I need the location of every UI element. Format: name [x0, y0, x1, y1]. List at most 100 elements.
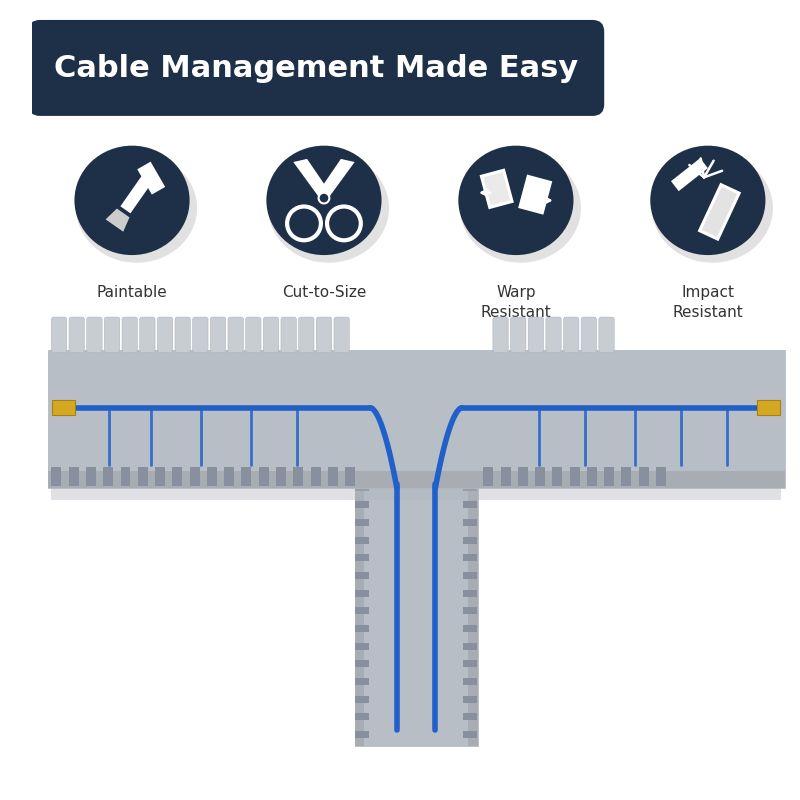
Bar: [463, 484, 477, 490]
Bar: [355, 660, 370, 667]
Bar: [345, 466, 355, 486]
Bar: [172, 466, 182, 486]
Bar: [355, 625, 370, 632]
Bar: [463, 572, 477, 579]
Bar: [622, 466, 631, 486]
FancyBboxPatch shape: [563, 317, 579, 352]
Bar: [355, 714, 370, 720]
Bar: [355, 430, 370, 438]
Circle shape: [318, 193, 330, 203]
Bar: [276, 466, 286, 486]
Bar: [355, 731, 370, 738]
FancyBboxPatch shape: [246, 317, 261, 352]
FancyBboxPatch shape: [316, 317, 332, 352]
Bar: [355, 607, 370, 614]
Bar: [224, 466, 234, 486]
Bar: [47, 471, 785, 488]
Bar: [463, 714, 477, 720]
Bar: [355, 642, 370, 650]
Bar: [207, 466, 217, 486]
FancyBboxPatch shape: [281, 317, 296, 352]
Bar: [463, 502, 477, 508]
Bar: [463, 660, 477, 667]
Bar: [355, 395, 370, 402]
Bar: [463, 360, 477, 367]
Bar: [364, 350, 468, 746]
Ellipse shape: [652, 154, 773, 262]
FancyBboxPatch shape: [510, 317, 526, 352]
FancyBboxPatch shape: [581, 317, 597, 352]
Polygon shape: [702, 186, 737, 237]
Bar: [355, 378, 370, 385]
Text: Impact
Resistant: Impact Resistant: [673, 285, 743, 320]
Bar: [355, 696, 370, 702]
FancyBboxPatch shape: [140, 317, 155, 352]
Bar: [51, 466, 62, 486]
Bar: [354, 350, 364, 746]
FancyBboxPatch shape: [51, 317, 66, 352]
Bar: [604, 466, 614, 486]
Bar: [103, 466, 114, 486]
Bar: [638, 466, 649, 486]
Ellipse shape: [74, 146, 190, 255]
FancyBboxPatch shape: [158, 317, 173, 352]
FancyBboxPatch shape: [493, 317, 508, 352]
Bar: [463, 607, 477, 614]
Bar: [463, 378, 477, 385]
Bar: [155, 466, 165, 486]
FancyBboxPatch shape: [210, 317, 226, 352]
FancyBboxPatch shape: [334, 317, 350, 352]
Bar: [355, 502, 370, 508]
Polygon shape: [106, 209, 130, 232]
Bar: [355, 519, 370, 526]
Bar: [69, 466, 78, 486]
Ellipse shape: [266, 146, 382, 255]
FancyBboxPatch shape: [228, 317, 243, 352]
Polygon shape: [671, 158, 708, 191]
Bar: [355, 448, 370, 455]
Ellipse shape: [76, 154, 197, 262]
Polygon shape: [698, 182, 741, 241]
FancyBboxPatch shape: [104, 317, 120, 352]
Bar: [294, 466, 303, 486]
Bar: [552, 466, 562, 486]
Polygon shape: [120, 170, 155, 214]
Text: Cut-to-Size: Cut-to-Size: [282, 285, 366, 300]
Bar: [587, 466, 597, 486]
Text: Paintable: Paintable: [97, 285, 167, 300]
Bar: [355, 537, 370, 543]
Bar: [355, 572, 370, 579]
Text: Warp
Resistant: Warp Resistant: [481, 285, 551, 320]
Bar: [518, 466, 528, 486]
Polygon shape: [294, 159, 330, 199]
FancyBboxPatch shape: [28, 20, 604, 116]
Bar: [656, 466, 666, 486]
Bar: [138, 466, 148, 486]
Bar: [463, 696, 477, 702]
Bar: [355, 413, 370, 420]
Bar: [463, 519, 477, 526]
Bar: [463, 590, 477, 597]
FancyBboxPatch shape: [599, 317, 614, 352]
Bar: [32, 300, 800, 784]
Bar: [468, 350, 478, 746]
Bar: [463, 678, 477, 685]
Bar: [463, 413, 477, 420]
Ellipse shape: [650, 146, 766, 255]
Bar: [483, 466, 494, 486]
Text: Cable Management Made Easy: Cable Management Made Easy: [54, 54, 578, 83]
Bar: [355, 678, 370, 685]
Polygon shape: [318, 159, 354, 199]
Bar: [355, 360, 370, 367]
Bar: [86, 466, 96, 486]
Polygon shape: [518, 174, 552, 214]
Bar: [463, 642, 477, 650]
Bar: [47, 350, 785, 471]
Bar: [258, 466, 269, 486]
Bar: [570, 466, 580, 486]
FancyBboxPatch shape: [546, 317, 562, 352]
Bar: [310, 466, 321, 486]
Polygon shape: [479, 169, 514, 210]
FancyBboxPatch shape: [298, 317, 314, 352]
Bar: [463, 731, 477, 738]
